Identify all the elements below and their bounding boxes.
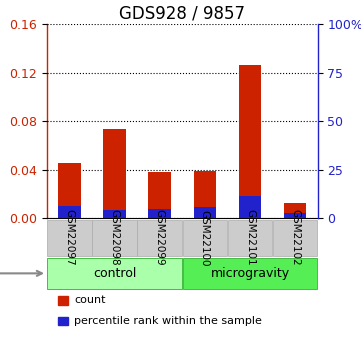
Text: GSM22099: GSM22099	[155, 209, 165, 266]
Text: percentile rank within the sample: percentile rank within the sample	[74, 316, 262, 326]
Title: GDS928 / 9857: GDS928 / 9857	[119, 4, 245, 22]
Bar	[47, 258, 182, 289]
Bar	[148, 172, 171, 218]
Bar	[239, 66, 261, 218]
Text: GSM22100: GSM22100	[200, 209, 210, 266]
Bar	[193, 207, 216, 218]
Bar	[228, 220, 272, 256]
Text: protocol: protocol	[0, 267, 42, 280]
Text: GSM22098: GSM22098	[110, 209, 119, 266]
Bar	[183, 258, 317, 289]
Bar	[103, 129, 126, 218]
Text: control: control	[93, 267, 136, 280]
Bar	[58, 296, 68, 305]
Bar	[103, 210, 126, 218]
Bar	[193, 171, 216, 218]
Bar	[58, 162, 81, 218]
Bar	[92, 220, 137, 256]
Bar	[284, 214, 306, 218]
Bar	[183, 220, 227, 256]
Text: GSM22102: GSM22102	[290, 209, 300, 266]
Bar	[138, 220, 182, 256]
Text: count: count	[74, 295, 105, 305]
Bar	[58, 206, 81, 218]
Text: GSM22097: GSM22097	[65, 209, 74, 266]
Bar	[58, 317, 68, 325]
Text: GSM22101: GSM22101	[245, 209, 255, 266]
Text: microgravity: microgravity	[210, 267, 290, 280]
Bar	[239, 197, 261, 218]
Bar	[273, 220, 317, 256]
Bar	[148, 209, 171, 218]
Bar	[284, 203, 306, 218]
Bar	[47, 220, 92, 256]
